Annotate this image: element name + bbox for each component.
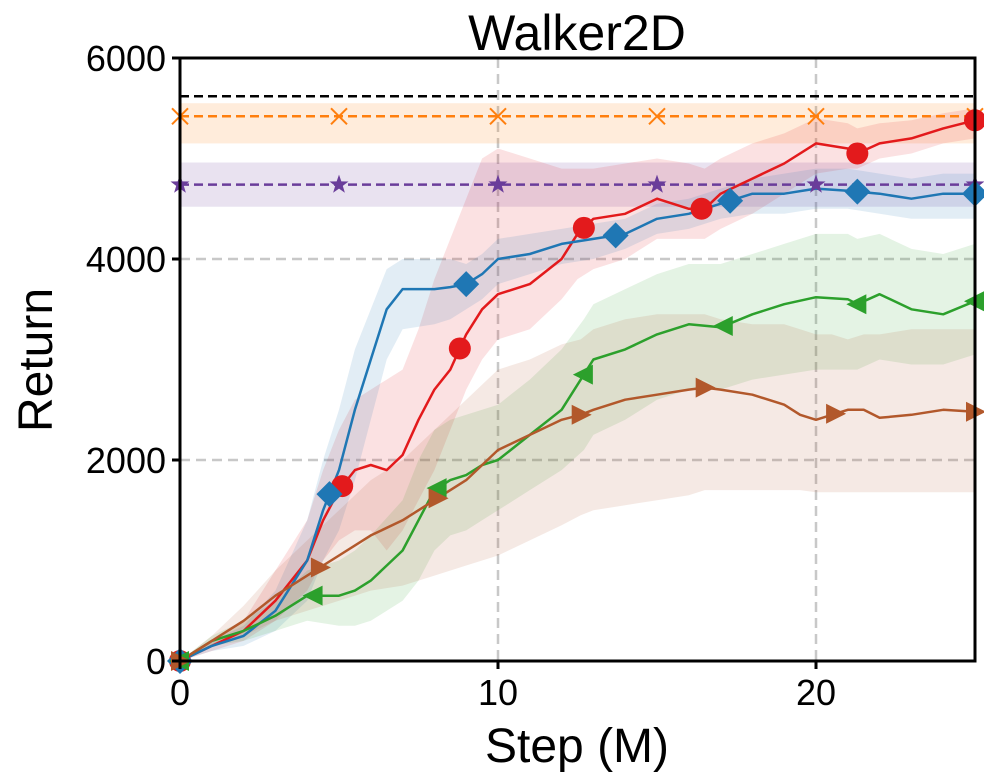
marker-green: [712, 316, 733, 337]
marker-red: [572, 216, 595, 239]
y-tick-label: 0: [146, 641, 166, 682]
series-lines: [180, 94, 975, 661]
plot-frame: [178, 56, 977, 663]
ref-marker-orange-dashed: [489, 107, 507, 125]
y-tick-label: 2000: [86, 440, 166, 481]
y-tick-label: 4000: [86, 239, 166, 280]
marker-brown: [695, 377, 716, 398]
marker-green: [302, 585, 323, 606]
chart-title: Walker2D: [468, 5, 686, 61]
x-tick-label: 0: [170, 672, 190, 713]
marker-brown: [571, 404, 592, 425]
band-orange-dashed: [180, 103, 975, 144]
ref-marker-purple-dashed: [488, 174, 508, 193]
ref-marker-orange-dashed: [330, 107, 348, 125]
ref-marker-orange-dashed: [807, 107, 825, 125]
marker-red: [448, 337, 471, 360]
marker-red: [690, 197, 713, 220]
ref-marker-purple-dashed: [806, 174, 826, 193]
marker-brown: [310, 557, 331, 578]
ref-marker-purple-dashed: [329, 174, 349, 193]
marker-green: [572, 364, 593, 385]
x-axis-label: Step (M): [485, 720, 669, 773]
marker-red: [846, 142, 869, 165]
line-brown: [180, 386, 975, 661]
axis-ticks: 0 10 20 0 2000 4000 6000: [86, 38, 836, 713]
x-tick-label: 20: [796, 672, 836, 713]
ref-marker-orange-dashed: [648, 107, 666, 125]
y-tick-label: 6000: [86, 38, 166, 79]
marker-brown: [428, 488, 449, 509]
x-tick-label: 10: [478, 672, 518, 713]
band-red: [180, 108, 975, 661]
marker-green: [846, 294, 867, 315]
y-axis-label: Return: [10, 288, 63, 432]
band-brown: [180, 314, 975, 661]
marker-green: [426, 478, 447, 499]
ref-marker-purple-dashed: [647, 174, 667, 193]
marker-blue: [602, 222, 629, 249]
marker-brown: [826, 403, 847, 424]
marker-blue: [962, 180, 984, 207]
marker-blue: [453, 271, 480, 298]
marker-blue: [717, 187, 744, 214]
series-markers: [167, 107, 984, 674]
band-blue: [180, 168, 975, 661]
marker-blue: [316, 481, 343, 508]
marker-blue: [844, 178, 871, 205]
band-green: [180, 233, 975, 661]
